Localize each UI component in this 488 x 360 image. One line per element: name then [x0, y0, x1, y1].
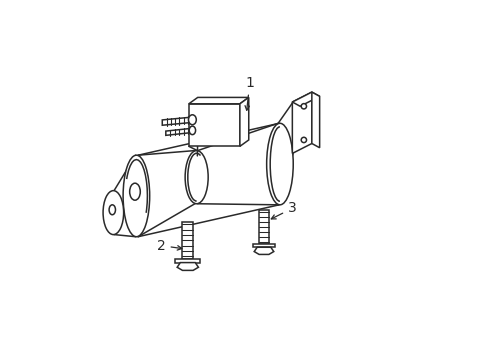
Text: 1: 1 — [244, 76, 254, 110]
Ellipse shape — [188, 115, 196, 125]
Text: 3: 3 — [271, 201, 296, 219]
Polygon shape — [175, 259, 200, 262]
Polygon shape — [252, 244, 275, 247]
Polygon shape — [177, 262, 198, 270]
Polygon shape — [254, 247, 273, 255]
Polygon shape — [188, 104, 240, 146]
Ellipse shape — [189, 126, 195, 135]
Ellipse shape — [266, 123, 293, 205]
Ellipse shape — [129, 183, 140, 200]
Text: 2: 2 — [157, 239, 182, 253]
Polygon shape — [188, 98, 248, 104]
Polygon shape — [258, 210, 269, 244]
Ellipse shape — [123, 155, 149, 237]
Polygon shape — [165, 128, 192, 135]
Ellipse shape — [301, 137, 306, 143]
Ellipse shape — [109, 205, 115, 215]
Polygon shape — [311, 92, 319, 148]
Ellipse shape — [301, 104, 306, 109]
Polygon shape — [292, 92, 319, 106]
Polygon shape — [292, 92, 311, 153]
Polygon shape — [240, 98, 248, 146]
Ellipse shape — [185, 150, 208, 204]
Polygon shape — [162, 117, 192, 125]
Ellipse shape — [103, 191, 123, 235]
Polygon shape — [182, 222, 193, 259]
